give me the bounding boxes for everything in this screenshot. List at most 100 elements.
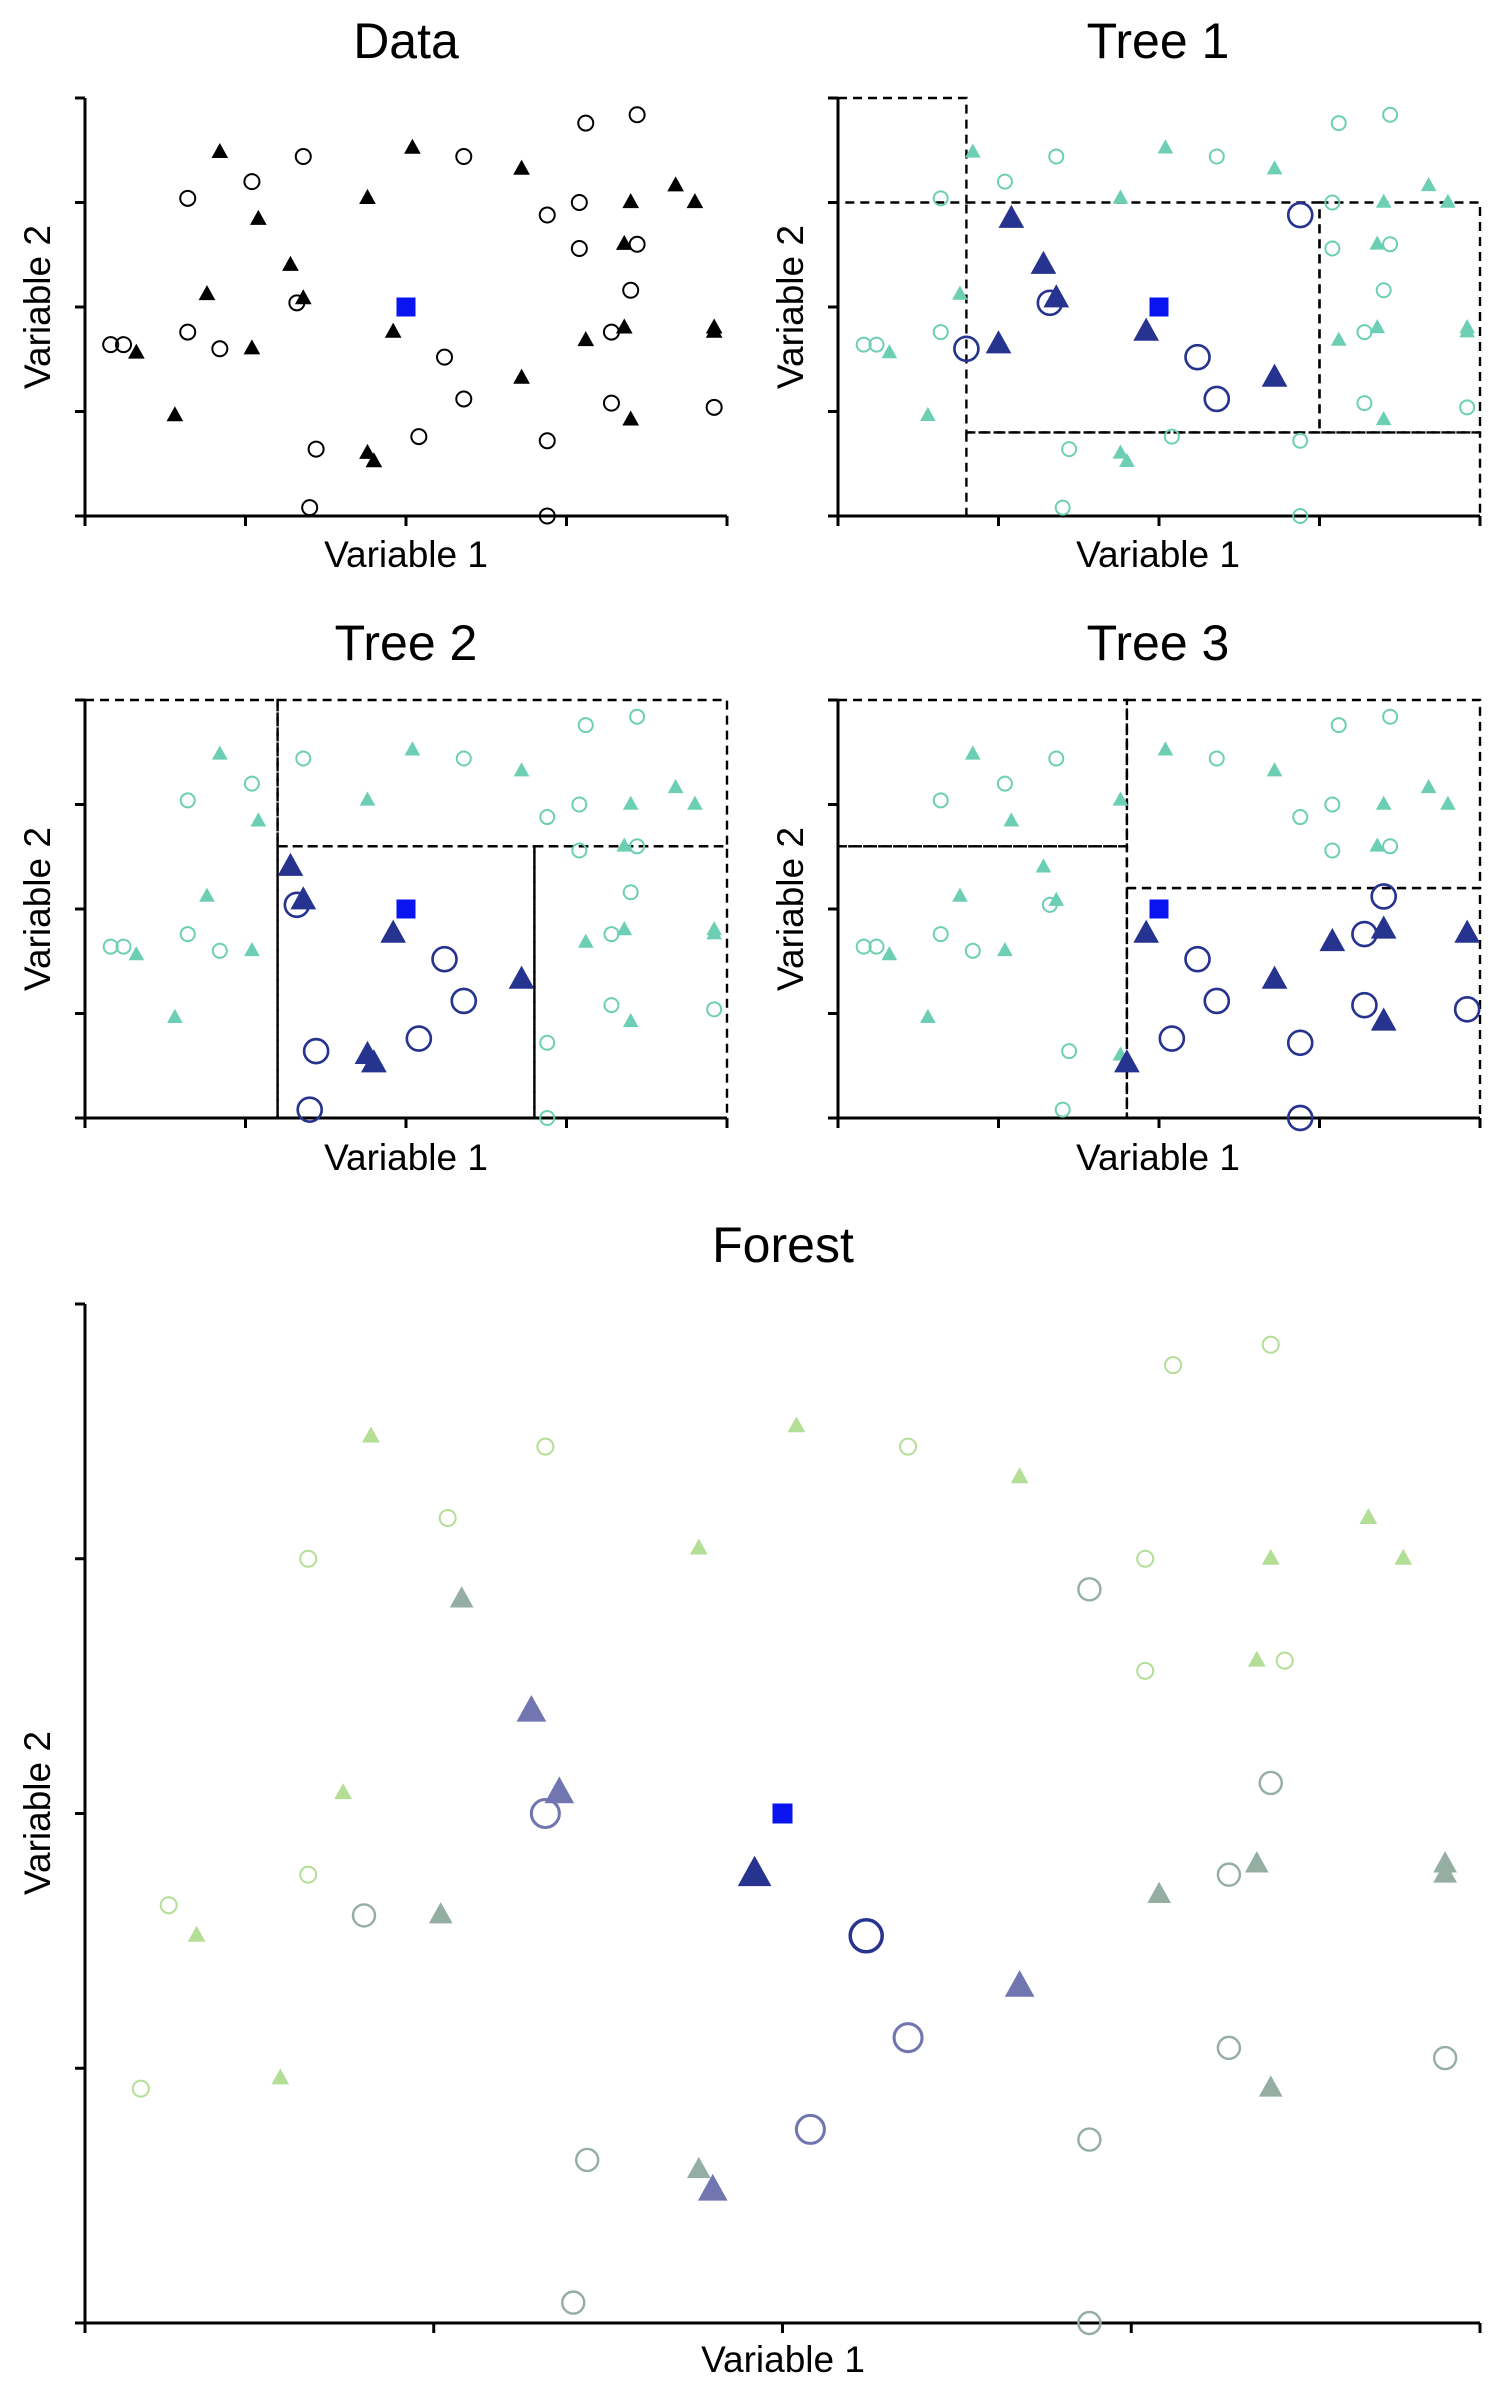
partition-region-0: [836, 698, 1129, 848]
forest-point-triangle-2: [187, 1925, 206, 1942]
panel-tree2: Tree 2 Variable 1 Variable 2: [17, 615, 729, 1178]
forest-point-circle-42: [1258, 1770, 1283, 1796]
data-point-triangle-2: [128, 343, 145, 359]
background-point-triangle-28: [513, 762, 530, 777]
neighbor-point-triangle-5: [1043, 284, 1070, 308]
forest-point-triangle-28: [1010, 1467, 1029, 1484]
plot-area-data: [75, 96, 729, 526]
forest-point-triangle-11: [449, 1586, 474, 1608]
data-point-triangle-41: [622, 193, 640, 209]
data-point-triangle-32: [577, 331, 595, 347]
forest-point-circle-13: [529, 1797, 561, 1830]
panel-data: Data Variable 1 Variable 2: [17, 13, 729, 575]
partition-region-1: [836, 845, 1129, 1120]
data-point-circle-4: [179, 323, 197, 341]
data-point-triangle-7: [211, 142, 229, 158]
data-point-triangle-46: [686, 193, 704, 209]
data-point-triangle-9: [243, 339, 261, 355]
forest-point-triangle-18: [686, 2156, 711, 2179]
background-point-triangle-45: [1420, 778, 1437, 794]
query-point-square: [396, 899, 416, 919]
forest-point-triangle-38: [1244, 1851, 1269, 1873]
background-point-circle-34: [1324, 194, 1341, 211]
background-point-circle-26: [455, 750, 472, 767]
background-point-triangle-3: [920, 1008, 936, 1023]
background-point-triangle-48: [706, 925, 723, 940]
background-point-circle-35: [571, 842, 588, 859]
background-point-circle-1: [868, 938, 885, 955]
plot-area-tree3: [828, 698, 1482, 1132]
forest-point-triangle-7: [362, 1426, 380, 1443]
forest-point-triangle-46: [1394, 1548, 1413, 1565]
neighbor-point-circle-10: [1286, 201, 1314, 229]
forest-point-circle-35: [1136, 1661, 1155, 1680]
data-point-triangle-14: [294, 289, 312, 305]
data-point-circle-16: [301, 499, 319, 517]
data-point-circle-26: [455, 148, 473, 166]
background-point-triangle-38: [616, 921, 633, 936]
panel-title-forest: Forest: [712, 1217, 854, 1273]
background-point-triangle-19: [1112, 189, 1129, 204]
plot-area-forest: [75, 1302, 1482, 2336]
neighbor-point-triangle-0: [1114, 1049, 1140, 1073]
background-point-circle-17: [1061, 441, 1078, 458]
background-point-triangle-39: [1369, 837, 1386, 852]
background-point-circle-30: [539, 1034, 556, 1051]
neighbor-point-circle-6: [1286, 1029, 1314, 1057]
forest-point-triangle-6: [334, 1783, 352, 1800]
data-point-triangle-12: [282, 255, 299, 271]
data-point-circle-8: [211, 340, 229, 358]
background-point-circle-37: [603, 926, 620, 943]
forest-point-circle-26: [899, 1437, 918, 1456]
partition-region-2: [276, 845, 536, 1120]
neighbor-point-circle-7: [1286, 1104, 1314, 1132]
data-point-circle-10: [243, 173, 261, 191]
forest-point-circle-37: [1216, 1862, 1242, 1887]
neighbor-point-circle-10: [450, 987, 478, 1015]
data-point-triangle-6: [198, 285, 216, 301]
data-point-circle-37: [602, 323, 620, 341]
partition-region-0: [83, 698, 279, 1120]
neighbor-point-circle-0: [953, 335, 980, 363]
background-point-triangle-46: [1440, 193, 1456, 208]
data-point-circle-25: [455, 390, 473, 408]
background-point-circle-31: [1292, 508, 1309, 524]
neighbor-point-triangle-1: [1133, 919, 1160, 943]
data-point-circle-15: [294, 148, 312, 166]
neighbor-point-triangle-14: [1454, 919, 1481, 943]
background-point-circle-15: [1048, 750, 1065, 767]
data-point-circle-33: [577, 114, 595, 132]
background-point-circle-44: [1382, 106, 1399, 123]
data-point-triangle-39: [615, 234, 633, 250]
forest-point-triangle-32: [1147, 1881, 1171, 1904]
neighbor-point-triangle-0: [277, 852, 304, 876]
background-point-circle-29: [539, 809, 556, 826]
forest-point-circle-24: [848, 1918, 884, 1954]
data-point-circle-43: [628, 235, 646, 253]
forest-point-circle-29: [1077, 1577, 1102, 1602]
data-point-triangle-20: [365, 452, 383, 468]
background-point-triangle-41: [622, 795, 639, 810]
background-point-circle-0: [855, 938, 872, 955]
y-axis-label-data: Variable 2: [17, 225, 58, 389]
partition-region-0: [836, 96, 968, 204]
background-point-circle-43: [1382, 236, 1399, 253]
data-point-circle-36: [602, 394, 620, 412]
forest-point-circle-17: [574, 2147, 600, 2173]
query-point-square: [396, 297, 416, 317]
background-point-triangle-22: [404, 741, 421, 756]
neighbor-point-triangle-6: [1133, 317, 1160, 341]
background-point-triangle-7: [211, 745, 228, 760]
forest-point-circle-43: [1275, 1651, 1294, 1670]
forest-point-triangle-21: [737, 1855, 772, 1887]
background-point-circle-33: [577, 717, 594, 734]
background-point-triangle-7: [964, 745, 981, 760]
background-point-triangle-40: [622, 1013, 639, 1028]
data-point-circle-24: [436, 348, 454, 366]
panel-forest: Forest Variable 1 Variable 2: [17, 1217, 1482, 2380]
plot-area-tree1: [828, 96, 1482, 526]
neighbor-point-circle-4: [302, 1037, 330, 1065]
data-point-triangle-3: [166, 406, 184, 422]
forest-point-circle-16: [561, 2290, 586, 2315]
data-point-triangle-11: [249, 209, 267, 225]
